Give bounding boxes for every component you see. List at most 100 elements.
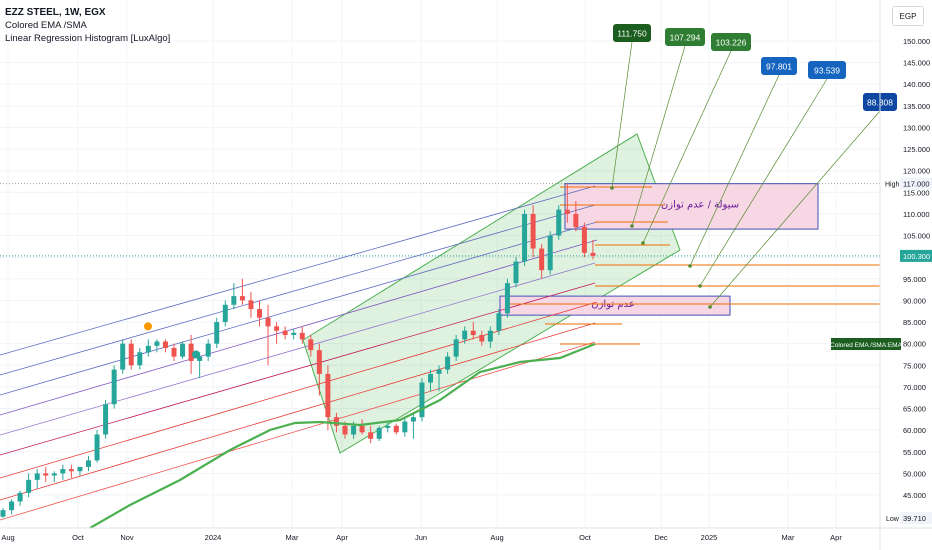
candle-body (188, 343, 194, 361)
y-tick-label: 90.000 (903, 296, 926, 305)
x-tick-label: Nov (120, 533, 134, 542)
x-tick-label: Jun (415, 533, 427, 542)
candle-body (368, 432, 374, 439)
candle-body (231, 296, 237, 305)
projection-value: 103.226 (716, 38, 747, 48)
ema-line (89, 342, 596, 529)
ema-line (89, 342, 596, 529)
x-tick-label: Mar (286, 533, 299, 542)
y-tick-label: 95.000 (903, 275, 926, 284)
fan-line (0, 322, 596, 501)
y-tick-label: 60.000 (903, 426, 926, 435)
ema-badge-label: Colored EMA /SMA:EMA (830, 342, 903, 349)
liquidity-zone (564, 183, 819, 230)
projection-leader (689, 74, 780, 267)
y-tick-label: 50.000 (903, 469, 926, 478)
candle-body (154, 341, 160, 346)
y-tick-label: 120.000 (903, 167, 930, 176)
y-tick-label: 80.000 (903, 340, 926, 349)
candle-body (274, 326, 280, 331)
fan-line (0, 341, 596, 521)
candle-body (299, 332, 305, 340)
x-tick-label: Apr (336, 533, 348, 542)
projection-value: 111.750 (617, 29, 647, 39)
candle-body (445, 356, 451, 370)
candle-body (385, 425, 391, 428)
y-tick-label: 45.000 (903, 491, 926, 500)
candle-body (94, 434, 100, 461)
candle-body (257, 309, 262, 318)
candle-body (513, 261, 519, 284)
x-tick-label: 2024 (205, 533, 222, 542)
candles (0, 183, 596, 518)
projection-box (808, 61, 846, 79)
regression-channel (302, 133, 681, 454)
candle-body (376, 427, 382, 439)
projection-value: 97.801 (766, 62, 792, 72)
projection-point (641, 241, 645, 245)
y-tick-label: 125.000 (903, 145, 930, 154)
y-tick-label: 135.000 (903, 102, 930, 111)
candle-body (68, 469, 74, 472)
candle-body (291, 332, 297, 336)
projection-box (613, 24, 651, 42)
projection-box (761, 57, 797, 75)
candle-body (522, 213, 528, 262)
candle-body (205, 343, 211, 357)
candle-body (590, 252, 596, 256)
x-tick-label: Aug (1, 533, 14, 542)
candle-body (539, 248, 545, 271)
candle-body (111, 369, 117, 405)
y-tick-label: 150.000 (903, 37, 930, 46)
y-tick-label: 110.000 (903, 210, 930, 219)
projection-leader (611, 41, 633, 189)
fan-line (0, 185, 596, 356)
symbol-title: EZZ STEEL, 1W, EGX (5, 7, 106, 18)
y-tick-label: 115.000 (903, 188, 930, 197)
candle-body (214, 322, 220, 344)
y-tick-label: 145.000 (903, 59, 930, 68)
projection-point (698, 284, 702, 288)
x-tick-label: Oct (579, 533, 592, 542)
candle-body (436, 369, 442, 374)
y-tick-label: 70.000 (903, 383, 926, 392)
candle-body (128, 343, 134, 366)
projection-value: 107.294 (670, 33, 701, 43)
current-price-badge: 100.300 (903, 252, 930, 261)
candle-body (351, 425, 357, 435)
candle-body (222, 304, 228, 323)
x-tick-label: Aug (490, 533, 503, 542)
fan-line (0, 221, 598, 396)
candle-body (393, 425, 399, 433)
candle-body (120, 343, 126, 370)
fan-line (0, 239, 598, 416)
candle-body (17, 492, 23, 502)
grid (0, 0, 880, 528)
candle-body (162, 341, 168, 348)
candle-body (239, 296, 245, 301)
imbalance-zone (499, 295, 731, 316)
candle-body (43, 473, 49, 476)
candle-body (180, 343, 186, 357)
signal-marker-teal (192, 350, 200, 359)
x-tick-label: Dec (654, 533, 668, 542)
candle-body (453, 339, 459, 357)
projection-leader (642, 50, 732, 244)
candle-body (359, 425, 365, 433)
indicator-ema-label[interactable]: Colored EMA /SMA (5, 20, 87, 31)
candle-body (34, 473, 40, 480)
candle-body (145, 345, 151, 353)
signal-marker-orange (144, 322, 152, 331)
indicator-linreg-label[interactable]: Linear Regression Histogram [LuxAlgo] (5, 33, 171, 44)
currency-button[interactable]: EGP (892, 6, 924, 26)
high-value-badge: 117.000 (903, 180, 930, 189)
current-price-badge-bg (900, 249, 932, 262)
candle-body (333, 417, 339, 426)
candle-body (325, 373, 331, 418)
candle-body (573, 213, 579, 227)
candle-body (428, 373, 433, 383)
candle-body (504, 283, 510, 314)
